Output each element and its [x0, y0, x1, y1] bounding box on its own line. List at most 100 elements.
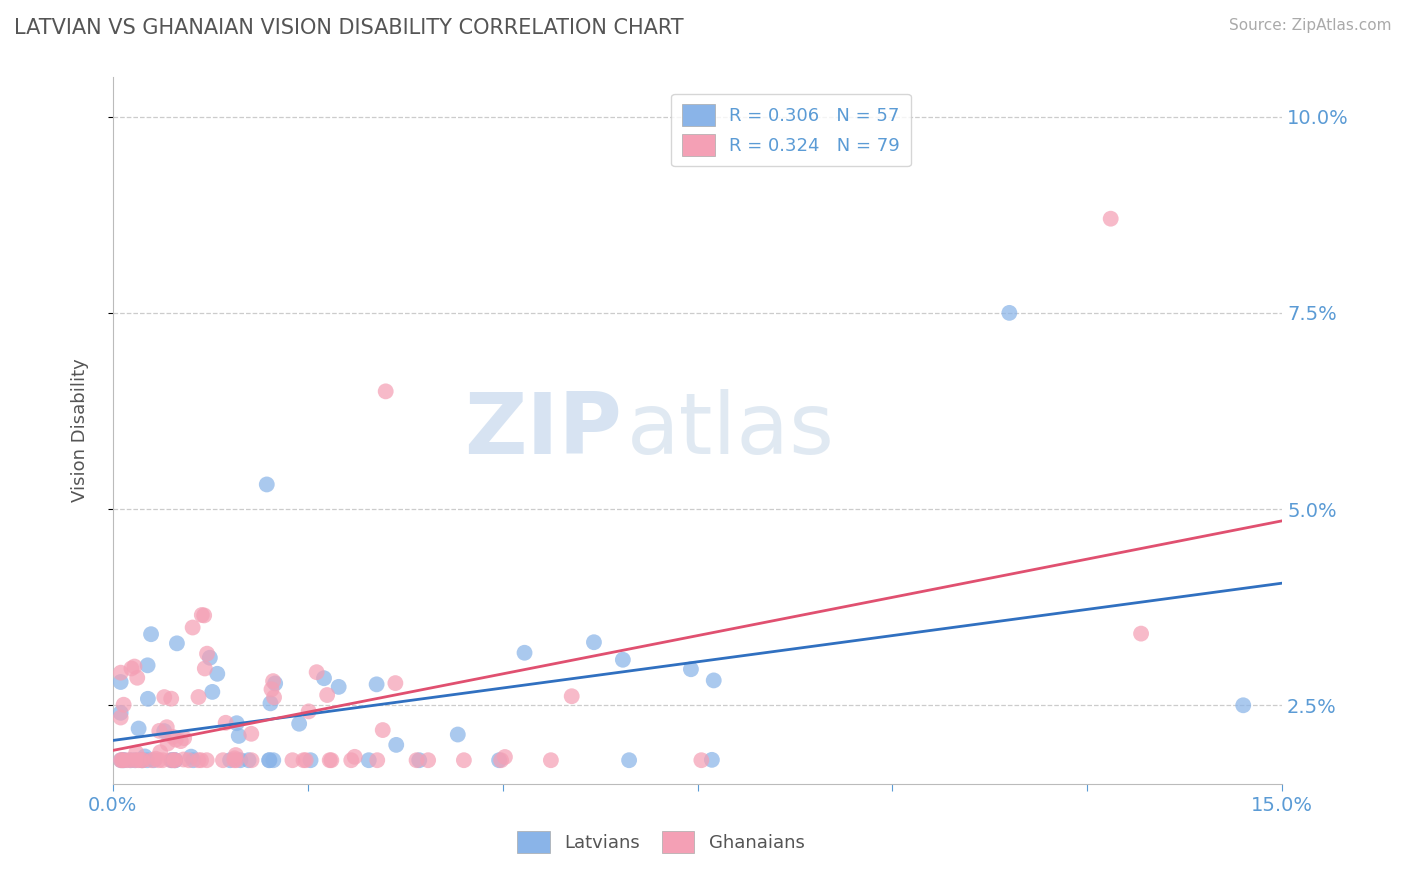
Point	[153, 724, 176, 739]
Point	[312, 671, 335, 685]
Point	[489, 753, 512, 767]
Text: atlas: atlas	[627, 389, 835, 472]
Point	[690, 753, 713, 767]
Point	[190, 753, 212, 767]
Point	[124, 753, 146, 767]
Point	[219, 753, 242, 767]
Point	[294, 753, 316, 767]
Point	[328, 680, 350, 694]
Point	[408, 753, 430, 767]
Point	[165, 753, 187, 767]
Point	[195, 647, 218, 661]
Point	[136, 658, 159, 673]
Point	[259, 697, 281, 711]
Point	[112, 698, 135, 712]
Point	[700, 753, 723, 767]
Point	[298, 705, 321, 719]
Point	[229, 753, 252, 767]
Y-axis label: Vision Disability: Vision Disability	[72, 359, 89, 502]
Point	[183, 753, 205, 767]
Point	[343, 749, 366, 764]
Point	[998, 306, 1021, 320]
Point	[172, 752, 194, 766]
Point	[617, 753, 640, 767]
Point	[139, 627, 162, 641]
Point	[561, 690, 583, 704]
Point	[180, 749, 202, 764]
Point	[292, 753, 315, 767]
Point	[148, 753, 170, 767]
Point	[120, 661, 142, 675]
Point	[319, 753, 342, 767]
Point	[281, 753, 304, 767]
Point	[191, 607, 214, 622]
Point	[198, 650, 221, 665]
Point	[112, 753, 135, 767]
Point	[136, 753, 159, 767]
Point	[160, 753, 183, 767]
Point	[612, 653, 634, 667]
Point	[259, 753, 281, 767]
Point	[134, 749, 156, 764]
Point	[305, 665, 328, 680]
Point	[385, 738, 408, 752]
Point	[257, 753, 280, 767]
Point	[165, 732, 187, 747]
Point	[263, 690, 285, 705]
Point	[201, 685, 224, 699]
Text: LATVIAN VS GHANAIAN VISION DISABILITY CORRELATION CHART: LATVIAN VS GHANAIAN VISION DISABILITY CO…	[14, 18, 683, 37]
Point	[224, 751, 246, 765]
Point	[132, 753, 155, 767]
Point	[181, 620, 204, 634]
Point	[136, 691, 159, 706]
Point	[260, 682, 283, 697]
Point	[513, 646, 536, 660]
Text: ZIP: ZIP	[464, 389, 621, 472]
Point	[110, 710, 132, 724]
Point	[240, 753, 263, 767]
Point	[163, 753, 186, 767]
Point	[125, 746, 148, 760]
Point	[173, 731, 195, 745]
Point	[195, 753, 218, 767]
Point	[262, 674, 284, 689]
Point	[156, 720, 179, 734]
Point	[120, 753, 142, 767]
Point	[207, 666, 229, 681]
Point	[110, 675, 132, 690]
Legend: Latvians, Ghanaians: Latvians, Ghanaians	[510, 824, 811, 861]
Point	[582, 635, 605, 649]
Point	[228, 729, 250, 743]
Point	[416, 753, 439, 767]
Point	[120, 753, 142, 767]
Point	[262, 753, 284, 767]
Point	[384, 676, 406, 690]
Point	[115, 753, 138, 767]
Point	[160, 753, 183, 767]
Point	[1130, 626, 1153, 640]
Point	[225, 716, 247, 731]
Legend: R = 0.306   N = 57, R = 0.324   N = 79: R = 0.306 N = 57, R = 0.324 N = 79	[672, 94, 911, 167]
Point	[112, 753, 135, 767]
Point	[366, 753, 388, 767]
Point	[1099, 211, 1122, 226]
Point	[145, 752, 167, 766]
Point	[316, 688, 339, 702]
Point	[371, 723, 394, 737]
Text: Source: ZipAtlas.com: Source: ZipAtlas.com	[1229, 18, 1392, 33]
Point	[225, 747, 247, 762]
Point	[215, 715, 238, 730]
Point	[127, 671, 149, 685]
Point	[160, 691, 183, 706]
Point	[256, 477, 278, 491]
Point	[212, 753, 235, 767]
Point	[488, 753, 510, 767]
Point	[453, 753, 475, 767]
Point	[110, 753, 132, 767]
Point	[447, 727, 470, 741]
Point	[149, 745, 172, 759]
Point	[156, 737, 179, 751]
Point	[110, 753, 132, 767]
Point	[540, 753, 562, 767]
Point	[187, 753, 209, 767]
